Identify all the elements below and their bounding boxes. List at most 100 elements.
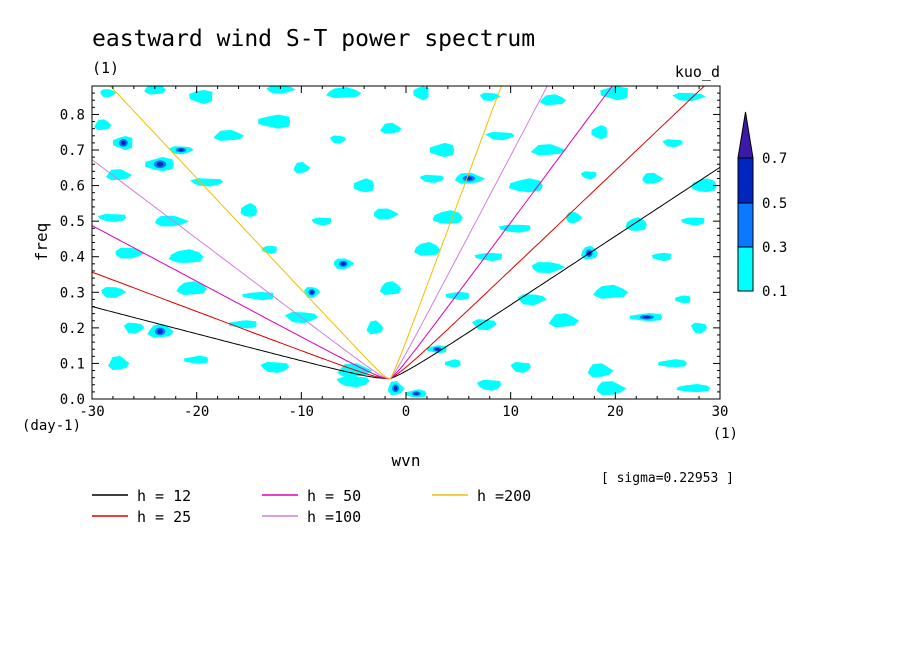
y-tick-label: 0.5 — [60, 214, 85, 230]
contour-blob — [413, 86, 429, 101]
contour-blob — [168, 249, 204, 263]
y-tick-label: 0.3 — [60, 285, 85, 301]
contour-blob — [430, 142, 454, 158]
unit-label: (1) — [92, 59, 119, 77]
contour-core-inner — [156, 161, 164, 167]
y-tick-label: 0.2 — [60, 321, 85, 337]
contour-blob — [591, 125, 608, 140]
contour-core-inner — [178, 148, 184, 152]
contour-blob — [311, 217, 332, 226]
model-label: kuo_d — [675, 63, 720, 81]
contour-blob — [366, 320, 384, 335]
contour-core-inner — [643, 315, 651, 319]
contour-core-inner — [435, 347, 440, 351]
contour-blob — [566, 212, 583, 223]
contour-blob — [189, 90, 213, 105]
contour-blob — [336, 376, 370, 388]
y-tick-label: 0.6 — [60, 179, 85, 195]
dispersion-curves — [92, 86, 720, 380]
legend: h = 12 h = 25 h = 50 h =100 h =200 — [92, 487, 531, 526]
contour-blob — [445, 291, 469, 301]
contour-blob — [509, 178, 543, 193]
legend-label: h = 50 — [307, 487, 361, 505]
contour-blob — [680, 217, 705, 226]
curve-h12 — [92, 166, 720, 380]
contour-blob — [242, 292, 274, 301]
curve-h100 — [92, 86, 548, 380]
colorbar-segment — [737, 157, 754, 204]
contour-blob — [379, 281, 402, 295]
contour-blob — [155, 215, 189, 227]
y-tick-label: 0.4 — [60, 250, 85, 266]
x-tick-label: 20 — [607, 404, 624, 420]
contour-blob — [596, 381, 627, 395]
axes: -30 -20 -10 0 10 20 30 0.0 0.1 0.2 0.3 0.4 0.5 0.6 0.7… — [60, 86, 728, 420]
y-axis-label: freq — [32, 223, 51, 262]
contour-blob — [476, 379, 502, 391]
colorbar-label: 0.5 — [762, 196, 787, 212]
contour-blob — [531, 262, 566, 273]
legend-label: h =100 — [307, 508, 361, 526]
contour-blob — [510, 362, 531, 373]
contour-blob — [587, 363, 614, 378]
contour-blob — [675, 295, 691, 304]
colorbar-segment — [737, 202, 754, 248]
contour-blob — [144, 86, 166, 95]
contour-blob — [419, 174, 444, 183]
contour-blob — [100, 89, 117, 98]
colorbar-label: 0.3 — [762, 240, 787, 256]
contour-blob — [108, 356, 130, 370]
contour-blob — [293, 162, 311, 174]
x-axis-unit: (1) — [713, 426, 738, 442]
contour-blob — [651, 252, 672, 262]
contour-blob — [94, 119, 112, 131]
contour-blob — [479, 92, 501, 101]
chart-title: eastward wind S-T power spectrum — [92, 26, 535, 52]
contour-blob — [600, 86, 628, 101]
contour-blob — [240, 203, 258, 217]
contour-blob — [258, 114, 291, 129]
contour-blob — [184, 355, 209, 364]
curve-h25 — [92, 86, 706, 380]
contour-blob — [593, 284, 629, 299]
x-tick-label: -10 — [289, 404, 314, 420]
y-tick-label: 0.1 — [60, 356, 85, 372]
contour-core-inner — [121, 140, 126, 146]
contour-blob — [266, 86, 296, 94]
contour-blob — [373, 208, 399, 220]
contour-blob — [115, 247, 145, 259]
contour-blob — [432, 210, 463, 224]
legend-label: h =200 — [477, 487, 531, 505]
y-tick-label: 0.0 — [60, 392, 85, 408]
contour-blob — [444, 359, 461, 368]
contour-core-inner — [310, 290, 314, 295]
contour-blob — [625, 217, 647, 231]
contour-blob — [353, 178, 374, 193]
contour-fills — [94, 86, 717, 398]
contour-blob — [642, 172, 664, 184]
colorbar-label: 0.1 — [762, 284, 787, 300]
contour-blob — [176, 281, 208, 295]
x-tick-label: 0 — [402, 404, 410, 420]
contour-blob — [539, 94, 567, 106]
contour-blob — [326, 87, 362, 99]
contour-core-inner — [340, 262, 346, 266]
contour-blob — [690, 322, 708, 334]
colorbar: 0.7 0.5 0.3 0.1 — [737, 111, 787, 300]
contour-blob — [676, 384, 711, 393]
y-axis-unit: (day-1) — [22, 418, 81, 434]
x-tick-label: -20 — [184, 404, 209, 420]
contour-blob — [517, 294, 547, 306]
contour-blob — [213, 129, 245, 141]
sigma-annotation: [ sigma=0.22953 ] — [601, 471, 734, 486]
contour-blob — [380, 122, 402, 134]
contour-blob — [662, 139, 683, 148]
contour-blob — [580, 171, 597, 180]
contour-blob — [260, 361, 290, 373]
contour-blob — [329, 135, 347, 144]
contour-blob — [657, 359, 687, 368]
contour-blob — [548, 313, 580, 328]
contour-blob — [485, 132, 515, 141]
curve-h50 — [92, 86, 613, 380]
